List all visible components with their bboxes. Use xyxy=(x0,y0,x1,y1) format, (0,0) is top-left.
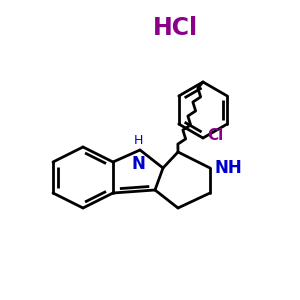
Text: NH: NH xyxy=(214,159,242,177)
Text: N: N xyxy=(131,155,145,173)
Text: Cl: Cl xyxy=(207,128,223,143)
Text: HCl: HCl xyxy=(152,16,198,40)
Text: H: H xyxy=(133,134,143,147)
